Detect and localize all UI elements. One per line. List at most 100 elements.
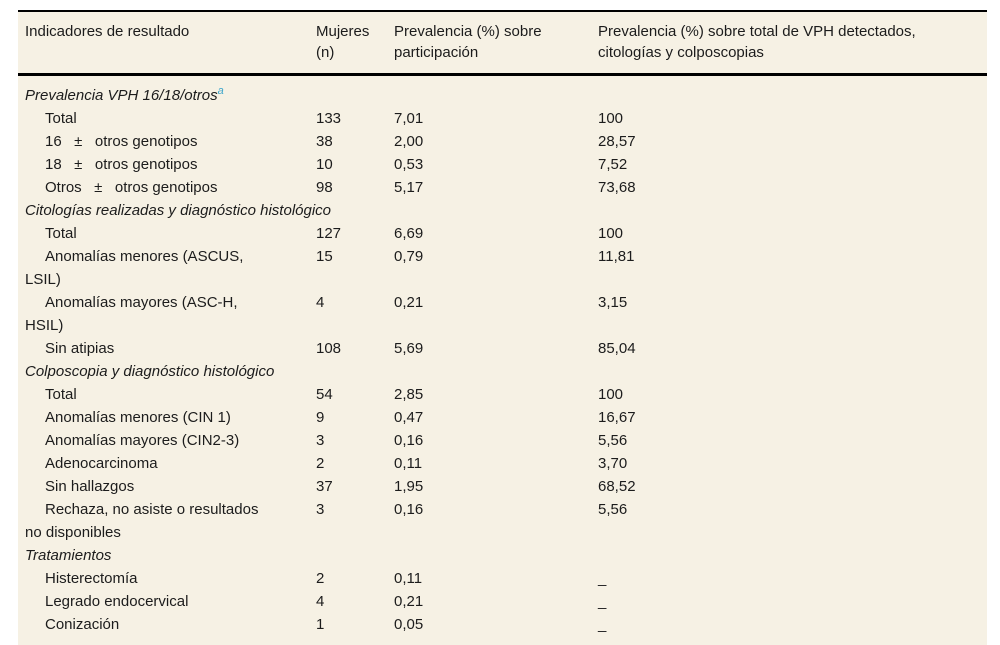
cell-prev-participacion: 0,21 <box>394 593 424 610</box>
row-label: Legrado endocervical <box>45 593 189 610</box>
cell-prev-total: 100 <box>598 386 624 403</box>
cell-prev-participacion: 6,69 <box>394 225 424 242</box>
cell-mujeres-n: 1 <box>316 616 325 633</box>
table-row: Total 127 6,69 100 <box>18 222 987 245</box>
cell-mujeres-n: 2 <box>316 455 325 472</box>
row-label: Rechaza, no asiste o resultados no dispo… <box>25 501 259 541</box>
cell-mujeres-n: 38 <box>316 133 333 150</box>
section-row: Citologías realizadas y diagnóstico hist… <box>18 199 987 222</box>
row-label: Anomalías mayores (CIN2-3) <box>45 432 240 449</box>
table-row: Anomalías mayores (ASC-H, HSIL) 4 0,21 3,15 <box>18 291 987 337</box>
header-row: Indicadores de resultado Mujeres (n) Pre… <box>18 12 987 76</box>
table-row: Anomalías menores (ASCUS, LSIL) 15 0,79 11,… <box>18 245 987 291</box>
table-body: Prevalencia VPH 16/18/otrosa Total 133 7,01… <box>18 75 987 645</box>
row-label: Sin atipias <box>45 340 115 357</box>
row-label: 18 ± otros genotipos <box>45 156 198 173</box>
cell-prev-total: 85,04 <box>598 340 636 357</box>
cell-prev-participacion: 2,85 <box>394 386 424 403</box>
col-header-prev-total: Prevalencia (%) sobre total de VPH detec… <box>591 12 987 76</box>
cell-prev-total: 100 <box>598 225 624 242</box>
cell-mujeres-n: 98 <box>316 179 333 196</box>
cell-prev-total: 5,56 <box>598 432 628 449</box>
cell-prev-participacion: 0,53 <box>394 156 424 173</box>
row-label: Sin hallazgos <box>45 478 135 495</box>
cell-prev-total: 68,52 <box>598 478 636 495</box>
cell-prev-total: _ <box>598 593 607 610</box>
cell-mujeres-n: 15 <box>316 248 333 265</box>
cell-prev-total: _ <box>598 570 607 587</box>
cell-mujeres-n: 37 <box>316 478 333 495</box>
table-row: Anomalías mayores (CIN2-3) 3 0,16 5,56 <box>18 429 987 452</box>
row-label: Anomalías menores (CIN 1) <box>45 409 231 426</box>
table-row: Total 133 7,01 100 <box>18 107 987 130</box>
cell-prev-total: 16,67 <box>598 409 636 426</box>
cell-mujeres-n: 10 <box>316 156 333 173</box>
cell-prev-participacion: 5,17 <box>394 179 424 196</box>
row-label: Otros ± otros genotipos <box>45 179 218 196</box>
cell-prev-participacion: 0,11 <box>394 570 423 587</box>
cell-prev-participacion: 7,01 <box>394 110 424 127</box>
cell-mujeres-n: 4 <box>316 294 325 311</box>
results-table: Indicadores de resultado Mujeres (n) Pre… <box>18 10 987 645</box>
row-label: Total <box>45 110 77 127</box>
row-label: Anomalías menores (ASCUS, LSIL) <box>25 248 244 288</box>
row-label: Total <box>45 225 77 242</box>
section-title: Tratamientos <box>25 547 112 564</box>
cell-mujeres-n: 3 <box>316 432 325 449</box>
cell-prev-participacion: 0,05 <box>394 616 424 633</box>
cell-prev-total: 3,15 <box>598 294 628 311</box>
table-row: Sin atipias 108 5,69 85,04 <box>18 337 987 360</box>
row-label: Anomalías mayores (ASC-H, HSIL) <box>25 294 238 334</box>
cell-prev-total: _ <box>598 616 607 633</box>
cell-mujeres-n: 3 <box>316 501 325 518</box>
row-label: Histerectomía <box>45 570 138 587</box>
section-row: Prevalencia VPH 16/18/otrosa <box>18 75 987 108</box>
section-title: Prevalencia VPH 16/18/otrosa <box>25 85 224 105</box>
table-row: Conización 1 0,05 _ <box>18 613 987 645</box>
table-row: 16 ± otros genotipos 38 2,00 28,57 <box>18 130 987 153</box>
cell-prev-total: 100 <box>598 110 624 127</box>
cell-mujeres-n: 108 <box>316 340 342 357</box>
col-header-mujeres-n: Mujeres (n) <box>309 12 387 76</box>
section-row: Colposcopia y diagnóstico histológico <box>18 360 987 383</box>
indicators-table: Indicadores de resultado Mujeres (n) Pre… <box>18 12 987 645</box>
cell-prev-participacion: 2,00 <box>394 133 424 150</box>
section-row: Tratamientos <box>18 544 987 567</box>
table-header: Indicadores de resultado Mujeres (n) Pre… <box>18 12 987 76</box>
table-row: 18 ± otros genotipos 10 0,53 7,52 <box>18 153 987 176</box>
table-row: Total 54 2,85 100 <box>18 383 987 406</box>
cell-prev-participacion: 0,21 <box>394 294 424 311</box>
cell-mujeres-n: 4 <box>316 593 325 610</box>
cell-mujeres-n: 2 <box>316 570 325 587</box>
cell-mujeres-n: 133 <box>316 110 342 127</box>
row-label: 16 ± otros genotipos <box>45 133 198 150</box>
cell-prev-participacion: 0,16 <box>394 432 424 449</box>
cell-prev-total: 28,57 <box>598 133 636 150</box>
row-label: Adenocarcinoma <box>45 455 158 472</box>
cell-prev-total: 5,56 <box>598 501 628 518</box>
cell-prev-participacion: 5,69 <box>394 340 424 357</box>
table-row: Sin hallazgos 37 1,95 68,52 <box>18 475 987 498</box>
cell-mujeres-n: 9 <box>316 409 325 426</box>
footnote-marker: a <box>217 85 224 97</box>
row-label: Total <box>45 386 77 403</box>
cell-prev-total: 11,81 <box>598 248 635 265</box>
section-title: Citologías realizadas y diagnóstico hist… <box>25 202 332 219</box>
cell-prev-participacion: 0,47 <box>394 409 424 426</box>
cell-prev-total: 7,52 <box>598 156 628 173</box>
cell-prev-participacion: 1,95 <box>394 478 424 495</box>
cell-mujeres-n: 54 <box>316 386 333 403</box>
col-header-indicadores: Indicadores de resultado <box>18 12 309 76</box>
cell-prev-total: 73,68 <box>598 179 636 196</box>
table-row: Otros ± otros genotipos 98 5,17 73,68 <box>18 176 987 199</box>
col-header-prev-participacion: Prevalencia (%) sobre participación <box>387 12 591 76</box>
cell-prev-participacion: 0,11 <box>394 455 423 472</box>
cell-prev-participacion: 0,79 <box>394 248 424 265</box>
table-row: Rechaza, no asiste o resultados no dispo… <box>18 498 987 544</box>
table-row: Histerectomía 2 0,11 _ <box>18 567 987 590</box>
row-label: Conización <box>45 616 120 633</box>
cell-prev-total: 3,70 <box>598 455 628 472</box>
table-row: Legrado endocervical 4 0,21 _ <box>18 590 987 613</box>
table-row: Adenocarcinoma 2 0,11 3,70 <box>18 452 987 475</box>
